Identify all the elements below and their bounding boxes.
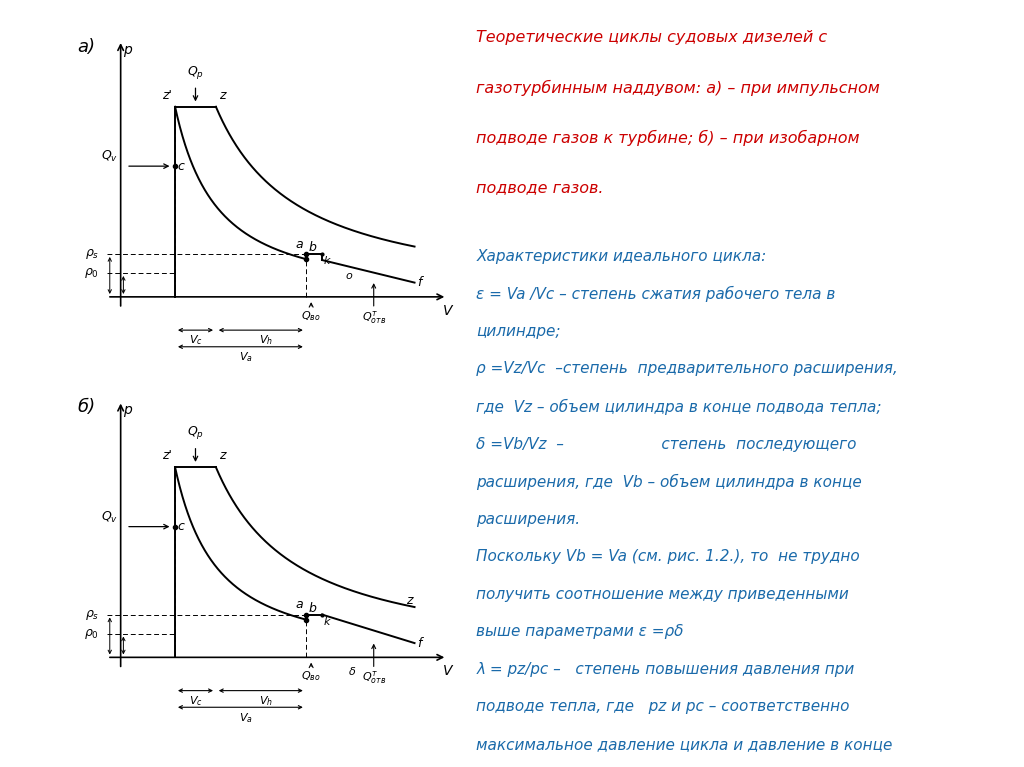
Text: ε = Va /Vc – степень сжатия рабочего тела в: ε = Va /Vc – степень сжатия рабочего тел… <box>476 286 836 302</box>
Text: $\rho_s$: $\rho_s$ <box>85 247 99 261</box>
Text: δ =Vb/Vz  –                    степень  последующего: δ =Vb/Vz – степень последующего <box>476 436 857 452</box>
Text: b: b <box>308 242 316 255</box>
Text: $Q_p$: $Q_p$ <box>187 424 204 441</box>
Text: получить соотношение между приведенными: получить соотношение между приведенными <box>476 587 849 602</box>
Text: $Q^т_{отв}$: $Q^т_{отв}$ <box>361 309 386 326</box>
Text: $V_c$: $V_c$ <box>188 694 203 708</box>
Text: $Q_p$: $Q_p$ <box>187 64 204 81</box>
Text: $V_h$: $V_h$ <box>259 694 273 708</box>
Text: цилиндре;: цилиндре; <box>476 324 561 339</box>
Text: V: V <box>442 664 452 679</box>
Text: выше параметрами ε =ρδ: выше параметрами ε =ρδ <box>476 624 684 639</box>
Text: расширения.: расширения. <box>476 512 581 527</box>
Text: f: f <box>417 637 422 650</box>
Text: Теоретические циклы судовых дизелей с: Теоретические циклы судовых дизелей с <box>476 30 827 45</box>
Text: k: k <box>324 617 330 627</box>
Text: подводе газов.: подводе газов. <box>476 180 604 196</box>
Text: а): а) <box>77 38 95 56</box>
Text: $\rho_s$: $\rho_s$ <box>85 607 99 621</box>
Text: z: z <box>407 594 413 607</box>
Text: газотурбинным наддувом: а) – при импульсном: газотурбинным наддувом: а) – при импульс… <box>476 80 881 97</box>
Text: p: p <box>123 403 132 417</box>
Text: где  Vz – объем цилиндра в конце подвода тепла;: где Vz – объем цилиндра в конце подвода … <box>476 399 882 415</box>
Text: z': z' <box>163 89 172 102</box>
Text: $V_c$: $V_c$ <box>188 334 203 347</box>
Text: расширения, где  Vb – объем цилиндра в конце: расширения, где Vb – объем цилиндра в ко… <box>476 474 862 490</box>
Text: δ: δ <box>348 667 355 676</box>
Text: $\rho_0$: $\rho_0$ <box>84 266 99 280</box>
Text: c: c <box>178 520 184 533</box>
Text: $Q_{во}$: $Q_{во}$ <box>301 670 321 683</box>
Text: V: V <box>442 304 452 318</box>
Text: подводе тепла, где   pz и pc – соответственно: подводе тепла, где pz и pc – соответстве… <box>476 700 850 714</box>
Text: $V_a$: $V_a$ <box>239 351 253 364</box>
Text: λ = pz/pc –   степень повышения давления при: λ = pz/pc – степень повышения давления п… <box>476 662 855 676</box>
Text: Поскольку Vb = Va (см. рис. 1.2.), то  не трудно: Поскольку Vb = Va (см. рис. 1.2.), то не… <box>476 549 860 565</box>
Text: z: z <box>218 89 225 102</box>
Text: o: o <box>346 272 352 281</box>
Text: $V_a$: $V_a$ <box>239 711 253 725</box>
Text: максимальное давление цикла и давление в конце: максимальное давление цикла и давление в… <box>476 737 893 752</box>
Text: $Q^т_{отв}$: $Q^т_{отв}$ <box>361 670 386 686</box>
Text: $\rho_0$: $\rho_0$ <box>84 627 99 640</box>
Text: $V_h$: $V_h$ <box>259 334 273 347</box>
Text: k: k <box>324 256 330 266</box>
Text: c: c <box>178 160 184 173</box>
Text: z': z' <box>163 449 172 463</box>
Text: z: z <box>218 449 225 463</box>
Text: Характеристики идеального цикла:: Характеристики идеального цикла: <box>476 249 767 264</box>
Text: b: b <box>308 602 316 615</box>
Text: a: a <box>295 598 303 611</box>
Text: p: p <box>123 42 132 57</box>
Text: $Q_v$: $Q_v$ <box>100 149 118 164</box>
Text: a: a <box>295 238 303 251</box>
Text: подводе газов к турбине; б) – при изобарном: подводе газов к турбине; б) – при изобар… <box>476 130 860 146</box>
Text: $Q_{во}$: $Q_{во}$ <box>301 309 321 323</box>
Text: б): б) <box>77 398 95 416</box>
Text: f: f <box>417 276 422 289</box>
Text: ρ =Vz/Vc  –степень  предварительного расширения,: ρ =Vz/Vc –степень предварительного расши… <box>476 361 898 377</box>
Text: $Q_v$: $Q_v$ <box>100 509 118 525</box>
